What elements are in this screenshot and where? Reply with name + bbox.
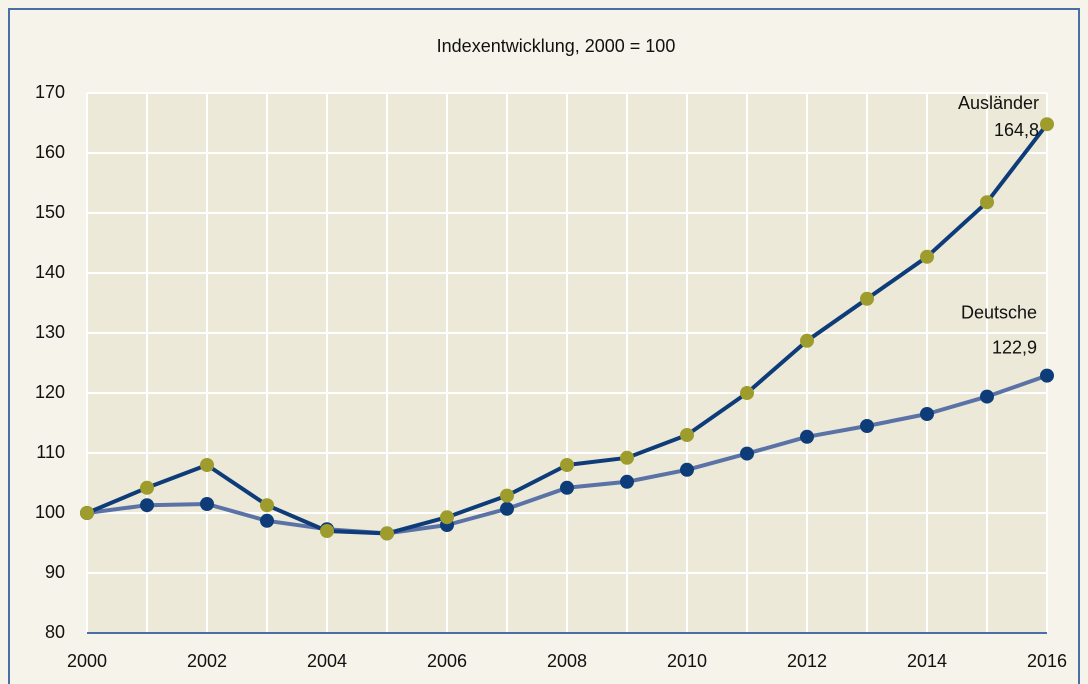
data-point [860,419,874,433]
x-tick-label: 2012 [787,651,827,671]
data-point [140,480,154,495]
x-tick-label: 2014 [907,651,947,671]
x-tick-label: 2010 [667,651,707,671]
data-point [680,428,694,442]
data-point [740,446,754,461]
data-point [1040,368,1054,383]
data-point [980,195,994,210]
x-tick-label: 2000 [67,651,107,671]
data-point [80,506,94,520]
data-label: 122,9 [992,337,1037,357]
data-point [1040,117,1054,132]
x-tick-label: 2008 [547,651,587,671]
data-point [800,333,814,348]
y-tick-label: 120 [35,382,65,402]
series-label: Ausländer [958,93,1039,113]
data-point [680,462,694,477]
data-point [860,291,874,306]
data-point [260,498,274,513]
data-point [200,458,214,472]
y-tick-label: 100 [35,502,65,522]
data-point [980,389,994,404]
data-point [800,429,814,444]
y-tick-label: 90 [45,562,65,582]
data-point [500,501,514,516]
chart-title: Indexentwicklung, 2000 = 100 [437,36,676,56]
data-point [500,488,514,503]
data-point [920,407,934,421]
data-point [620,474,634,489]
data-point [140,498,154,513]
series-label: Deutsche [961,302,1037,322]
data-label: 164,8 [994,120,1039,140]
data-point [200,497,214,511]
data-point [380,526,394,541]
data-point [320,524,334,538]
data-point [560,480,574,495]
x-tick-label: 2006 [427,651,467,671]
y-tick-label: 110 [36,442,65,462]
y-tick-label: 140 [35,262,65,282]
y-tick-label: 150 [35,202,65,222]
data-point [740,386,754,400]
y-tick-label: 170 [35,82,65,102]
x-tick-label: 2016 [1027,651,1067,671]
data-point [440,510,454,525]
data-point [620,450,634,465]
y-tick-label: 160 [35,142,65,162]
x-tick-label: 2004 [307,651,347,671]
y-tick-label: 80 [45,622,65,642]
y-tick-label: 130 [35,322,65,342]
x-tick-label: 2002 [187,651,227,671]
data-point [920,249,934,264]
data-point [260,513,274,528]
data-point [560,458,574,472]
